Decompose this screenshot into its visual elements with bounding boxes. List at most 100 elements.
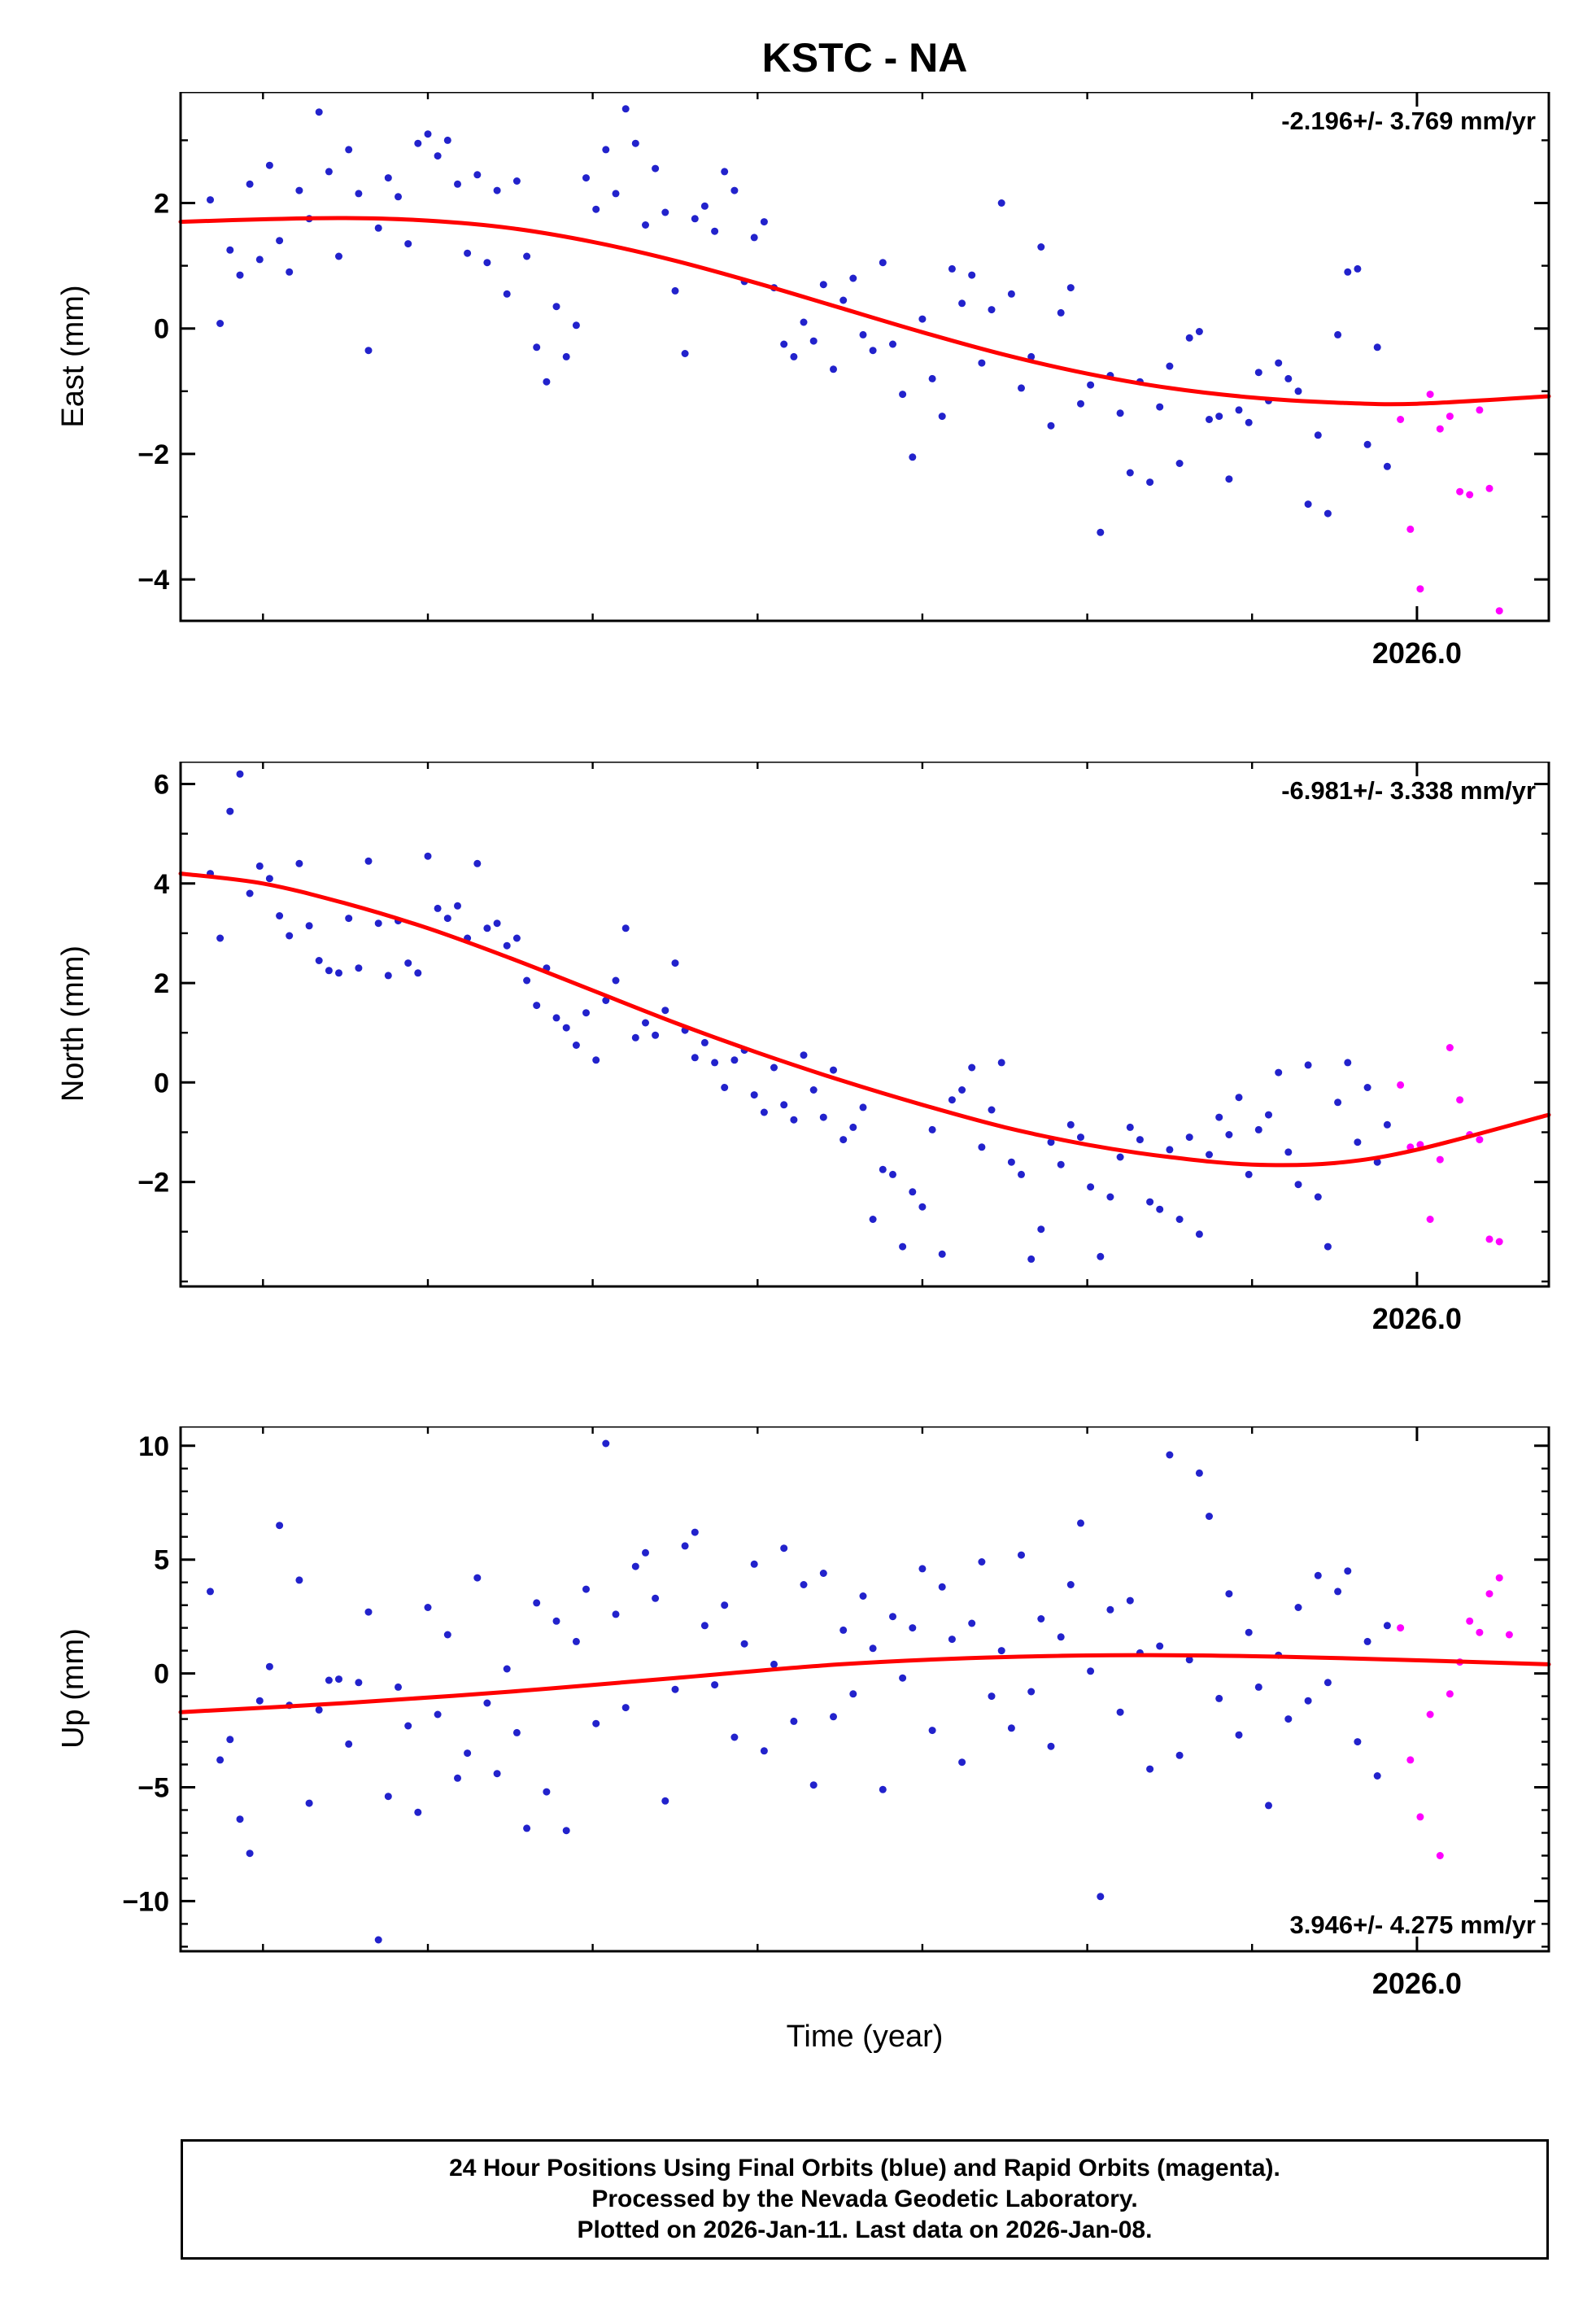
final-orbits-point <box>1087 1667 1095 1675</box>
final-orbits-point <box>918 1203 927 1211</box>
final-orbits-point <box>434 152 442 160</box>
final-orbits-point <box>800 318 808 326</box>
final-orbits-point <box>849 274 857 282</box>
final-orbits-point <box>997 1059 1005 1067</box>
final-orbits-point <box>265 875 273 883</box>
final-orbits-point <box>621 924 630 932</box>
final-orbits-point <box>869 347 877 355</box>
x-tick-label: 2026.0 <box>1372 1302 1462 1335</box>
final-orbits-point <box>1047 1742 1055 1750</box>
final-orbits-point <box>276 1522 284 1530</box>
final-orbits-point <box>1018 1551 1025 1559</box>
final-orbits-point <box>443 1631 451 1639</box>
final-orbits-point <box>345 915 353 923</box>
rapid-orbits-point <box>1397 1081 1405 1089</box>
final-orbits-point <box>809 337 818 345</box>
rapid-orbits-points <box>1397 391 1503 615</box>
final-orbits-point <box>1314 431 1322 439</box>
x-tick-label: 2026.0 <box>1372 636 1462 670</box>
final-orbits-point <box>493 186 501 194</box>
final-orbits-point <box>790 1116 798 1124</box>
final-orbits-point <box>948 264 956 273</box>
caption-line-2: Processed by the Nevada Geodetic Laborat… <box>591 2186 1138 2212</box>
final-orbits-point <box>770 1063 778 1072</box>
final-orbits-point <box>265 161 273 169</box>
final-orbits-point <box>1254 1125 1262 1133</box>
final-orbits-point <box>384 174 392 182</box>
final-orbits-point <box>1275 1068 1283 1077</box>
final-orbits-point <box>1066 1581 1075 1588</box>
final-orbits-point <box>493 919 501 928</box>
final-orbits-point <box>631 139 639 147</box>
final-orbits-point <box>661 1797 669 1805</box>
final-orbits-point <box>552 1617 560 1625</box>
north-chart: North (mm) 2026.0 −2 0 2 4 6 -6.981+/- 3.338 m… <box>56 762 1551 1335</box>
east-axis-title: East (mm) <box>56 285 90 427</box>
final-orbits-point <box>1373 1772 1381 1780</box>
final-orbits-point <box>562 352 570 360</box>
final-orbits-point <box>760 1108 768 1116</box>
final-orbits-point <box>384 972 392 980</box>
rate-label: -2.196+/- 3.769 mm/yr <box>1281 107 1536 135</box>
final-orbits-point <box>473 859 482 867</box>
final-orbits-point <box>1166 1451 1174 1459</box>
final-orbits-point <box>631 1033 639 1042</box>
final-orbits-point <box>1037 1615 1045 1622</box>
final-orbits-point <box>1175 1216 1184 1223</box>
final-orbits-point <box>988 1692 996 1701</box>
final-orbits-point <box>295 186 303 194</box>
final-orbits-point <box>1116 409 1124 417</box>
final-orbits-point <box>1195 1469 1203 1477</box>
final-orbits-point <box>255 255 264 264</box>
final-orbits-point <box>879 259 887 267</box>
north-axis-title: North (mm) <box>56 946 90 1102</box>
final-orbits-point <box>928 1125 936 1133</box>
final-orbits-point <box>1057 308 1065 317</box>
final-orbits-point <box>740 1640 748 1648</box>
up-chart: Up (mm) 2026.0 −10 −5 0 5 10 3.946+/- 4.275 mm… <box>56 1426 1551 2000</box>
final-orbits-point <box>1087 381 1095 389</box>
final-orbits-point <box>997 199 1005 207</box>
final-orbits-point <box>602 1439 610 1448</box>
final-orbits-point <box>1354 1738 1362 1746</box>
final-orbits-point <box>1334 330 1342 338</box>
final-orbits-point <box>1057 1160 1065 1168</box>
final-orbits-point <box>621 105 630 113</box>
final-orbits-point <box>661 208 669 216</box>
final-orbits-point <box>1225 1131 1233 1138</box>
final-orbits-point <box>602 146 610 154</box>
final-orbits-point <box>562 1024 570 1032</box>
final-orbits-point <box>711 227 719 235</box>
final-orbits-point <box>978 1143 986 1151</box>
final-orbits-point <box>968 1063 976 1072</box>
final-orbits-points <box>207 1439 1391 1944</box>
final-orbits-point <box>899 1243 907 1251</box>
final-orbits-point <box>730 1056 739 1064</box>
y-tick-label: 0 <box>154 1068 169 1098</box>
final-orbits-point <box>1126 469 1134 477</box>
final-orbits-point <box>1027 352 1036 360</box>
rapid-orbits-point <box>1426 1710 1434 1719</box>
final-orbits-point <box>1235 406 1243 414</box>
final-orbits-point <box>1057 1633 1065 1641</box>
final-orbits-point <box>305 922 313 930</box>
final-orbits-point <box>355 190 363 198</box>
north-plot-area: 2026.0 −2 0 2 4 6 -6.981+/- 3.338 mm/yr <box>137 762 1551 1335</box>
final-orbits-point <box>1018 384 1025 392</box>
rapid-orbits-point <box>1397 1624 1405 1632</box>
final-orbits-point <box>1215 1113 1223 1121</box>
final-orbits-point <box>809 1086 818 1094</box>
final-orbits-point <box>938 1250 946 1258</box>
final-orbits-point <box>1156 1205 1164 1213</box>
page-title: KSTC - NA <box>761 35 968 81</box>
y-tick-label: −2 <box>137 1168 169 1199</box>
final-orbits-point <box>454 902 461 910</box>
final-orbits-point <box>434 904 442 912</box>
final-orbits-point <box>374 224 382 232</box>
final-orbits-point <box>1363 1084 1371 1091</box>
final-orbits-point <box>404 1722 412 1730</box>
final-orbits-point <box>968 271 976 279</box>
final-orbits-point <box>1156 403 1164 411</box>
rapid-orbits-point <box>1476 1628 1484 1636</box>
final-orbits-point <box>533 343 541 352</box>
